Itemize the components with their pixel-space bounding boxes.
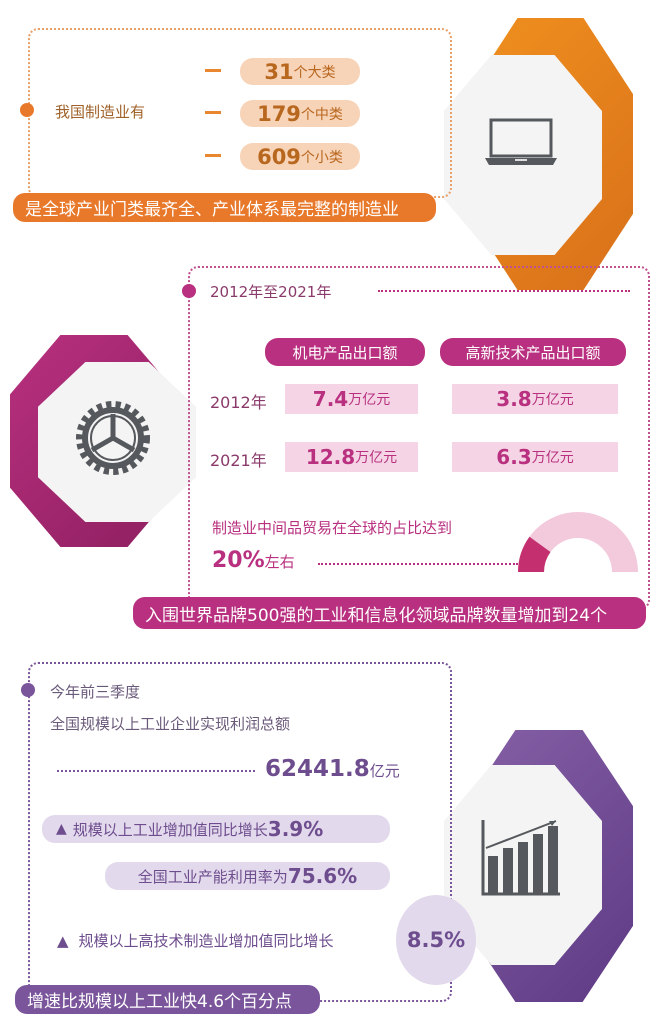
header-hightech: 高新技术产品出口额 — [440, 338, 626, 366]
capacity-pill: 全国工业产能利用率为 75.6% — [105, 862, 390, 890]
donut-share — [518, 536, 551, 572]
value-cell: 12.8 万亿元 — [285, 442, 418, 472]
donut-remaining — [518, 512, 638, 572]
header-mechatronic: 机电产品出口额 — [265, 338, 425, 366]
hightech-value-circle: 8.5% — [396, 895, 476, 985]
speed-banner: 增速比规模以上工业快4.6个百分点 — [15, 985, 320, 1014]
bullet-dot — [182, 284, 196, 298]
brands-banner: 入围世界品牌500强的工业和信息化领域品牌数量增加到24个 — [133, 597, 646, 629]
gear-icon — [76, 401, 150, 475]
period-text: 2012年至2021年 — [210, 283, 332, 301]
share-value: 20%左右 — [212, 548, 295, 573]
summary-banner: 是全球产业门类最齐全、产业体系最完整的制造业 — [13, 193, 436, 222]
profit-label: 全国规模以上工业企业实现利润总额 — [50, 715, 291, 733]
value-cell: 6.3 万亿元 — [452, 442, 618, 472]
period-text: 今年前三季度 — [50, 683, 141, 701]
laptop-icon — [485, 118, 557, 165]
value-cell: 3.8 万亿元 — [452, 384, 618, 414]
bullet-dot — [21, 683, 35, 697]
row-year: 2021年 — [210, 451, 267, 470]
share-text: 制造业中间品贸易在全球的占比达到 — [212, 519, 453, 537]
value-cell: 7.4 万亿元 — [285, 384, 418, 414]
hightech-label: ▲ 规模以上高技术制造业增加值同比增长 — [57, 932, 334, 950]
bar-chart-growth-icon — [481, 820, 560, 896]
share-half-donut — [518, 512, 638, 572]
category-pill: 31 个大类 — [240, 58, 360, 85]
growth-pill: ▲ 规模以上工业增加值同比增长 3.9% — [42, 815, 390, 843]
bullet-dot — [20, 103, 34, 117]
profit-value: 62441.8亿元 — [265, 756, 400, 782]
category-pill: 179 个中类 — [240, 100, 360, 127]
category-pill: 609 个小类 — [240, 143, 360, 170]
row-year: 2012年 — [210, 393, 267, 412]
intro-text: 我国制造业有 — [55, 103, 146, 121]
